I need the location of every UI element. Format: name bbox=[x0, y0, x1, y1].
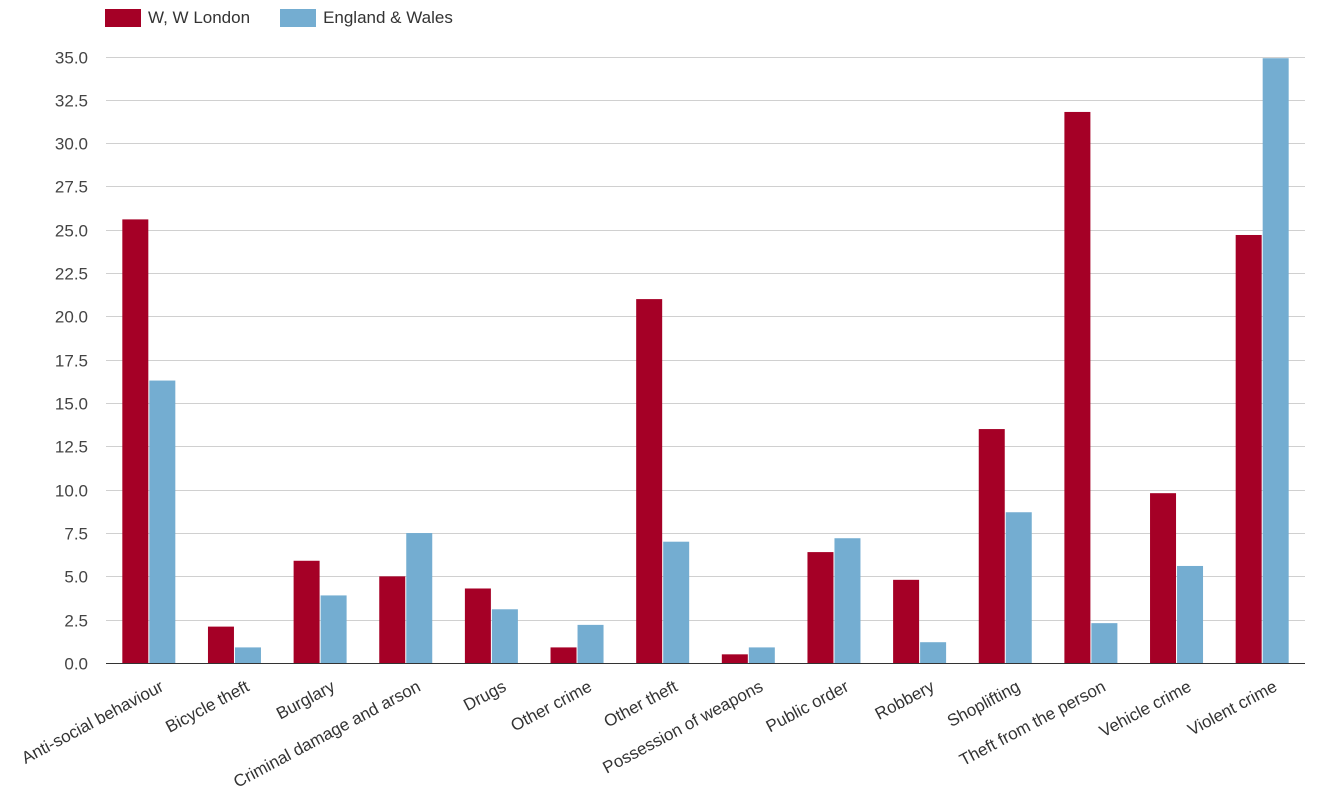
y-axis-tick-labels: 0.0 2.5 5.0 7.5 10.0 12.5 15.0 17.5 20.0 22.5 25.0… bbox=[55, 49, 88, 674]
y-tick-label: 17.5 bbox=[55, 352, 88, 371]
x-category-label: Other crime bbox=[508, 677, 595, 735]
bar-series-2[interactable]: Bicycle theft: 0.9 bbox=[234, 647, 261, 663]
bar-series-1[interactable]: Criminal damage and arson: 5 bbox=[379, 576, 406, 663]
y-tick-label: 12.5 bbox=[55, 438, 88, 457]
bar-series-1[interactable]: Shoplifting: 13.5 bbox=[978, 429, 1005, 663]
bar-series-2[interactable]: Theft from the person: 2.3 bbox=[1091, 623, 1118, 663]
bar-series-2[interactable]: Anti-social behaviour: 16.3 bbox=[149, 380, 176, 663]
legend-label-series-2: England & Wales bbox=[323, 8, 453, 27]
y-tick-label: 2.5 bbox=[64, 612, 88, 631]
bar-series-2[interactable]: Possession of weapons: 0.9 bbox=[748, 647, 775, 663]
bar-series-1[interactable]: Drugs: 4.3 bbox=[464, 588, 491, 663]
gridlines bbox=[106, 57, 1305, 621]
bar-series-1[interactable]: Other theft: 21 bbox=[636, 299, 663, 663]
y-tick-label: 30.0 bbox=[55, 135, 88, 154]
bar-series-1[interactable]: Vehicle crime: 9.8 bbox=[1150, 493, 1177, 663]
x-category-label: Violent crime bbox=[1185, 677, 1280, 740]
bar-series-1[interactable]: Bicycle theft: 2.1 bbox=[207, 626, 234, 663]
x-category-label: Anti-social behaviour bbox=[18, 677, 167, 768]
bar-series-1[interactable]: Public order: 6.4 bbox=[807, 552, 834, 663]
bar-series-2[interactable]: Vehicle crime: 5.6 bbox=[1177, 565, 1204, 663]
bar-series-2[interactable]: Public order: 7.2 bbox=[834, 538, 861, 663]
x-category-label: Vehicle crime bbox=[1096, 677, 1194, 741]
bar-series-1[interactable]: Burglary: 5.9 bbox=[293, 560, 320, 663]
bar-series-1[interactable]: Other crime: 0.9 bbox=[550, 647, 577, 663]
y-tick-label: 0.0 bbox=[64, 655, 88, 674]
bar-series-2[interactable]: Criminal damage and arson: 7.5 bbox=[406, 533, 433, 663]
y-tick-label: 20.0 bbox=[55, 308, 88, 327]
legend-item-series-1[interactable]: W, W London bbox=[105, 8, 250, 28]
legend-swatch-series-2 bbox=[280, 9, 317, 27]
y-tick-label: 22.5 bbox=[55, 265, 88, 284]
y-tick-label: 7.5 bbox=[64, 525, 88, 544]
bar-series-2[interactable]: Drugs: 3.1 bbox=[491, 609, 518, 663]
bar-series-2[interactable]: Robbery: 1.2 bbox=[920, 642, 947, 663]
bar-series-2[interactable]: Violent crime: 34.9 bbox=[1262, 58, 1289, 664]
bar-series-1[interactable]: Possession of weapons: 0.5 bbox=[721, 654, 748, 663]
x-category-label: Theft from the person bbox=[956, 677, 1108, 770]
x-category-label: Bicycle theft bbox=[162, 677, 252, 737]
legend-item-series-2[interactable]: England & Wales bbox=[280, 8, 453, 28]
bar-series-1[interactable]: Violent crime: 24.7 bbox=[1235, 234, 1262, 663]
y-tick-label: 25.0 bbox=[55, 222, 88, 241]
x-category-label: Shoplifting bbox=[944, 677, 1023, 731]
bar-series-2[interactable]: Other theft: 7 bbox=[663, 541, 690, 663]
bar-series-2[interactable]: Other crime: 2.2 bbox=[577, 624, 604, 663]
chart-legend: W, W London England & Wales bbox=[105, 7, 483, 29]
y-tick-label: 32.5 bbox=[55, 92, 88, 111]
y-tick-label: 27.5 bbox=[55, 178, 88, 197]
bar-series-2[interactable]: Burglary: 3.9 bbox=[320, 595, 347, 663]
y-tick-label: 5.0 bbox=[64, 568, 88, 587]
y-tick-label: 10.0 bbox=[55, 482, 88, 501]
bar-series-2[interactable]: Shoplifting: 8.7 bbox=[1005, 512, 1032, 663]
bar-series-1[interactable]: Theft from the person: 31.8 bbox=[1064, 111, 1091, 664]
x-category-label: Robbery bbox=[872, 677, 938, 724]
x-category-label: Drugs bbox=[460, 677, 509, 715]
legend-label-series-1: W, W London bbox=[148, 8, 251, 27]
bars: Anti-social behaviour: 25.6Anti-social b… bbox=[122, 58, 1289, 664]
y-tick-label: 15.0 bbox=[55, 395, 88, 414]
x-category-label: Possession of weapons bbox=[600, 677, 767, 778]
legend-swatch-series-1 bbox=[105, 9, 141, 27]
y-tick-label: 35.0 bbox=[55, 49, 88, 68]
x-category-label: Public order bbox=[763, 677, 852, 737]
x-category-label: Burglary bbox=[273, 677, 338, 724]
bar-series-1[interactable]: Anti-social behaviour: 25.6 bbox=[122, 219, 149, 664]
bar-series-1[interactable]: Robbery: 4.8 bbox=[893, 579, 920, 663]
